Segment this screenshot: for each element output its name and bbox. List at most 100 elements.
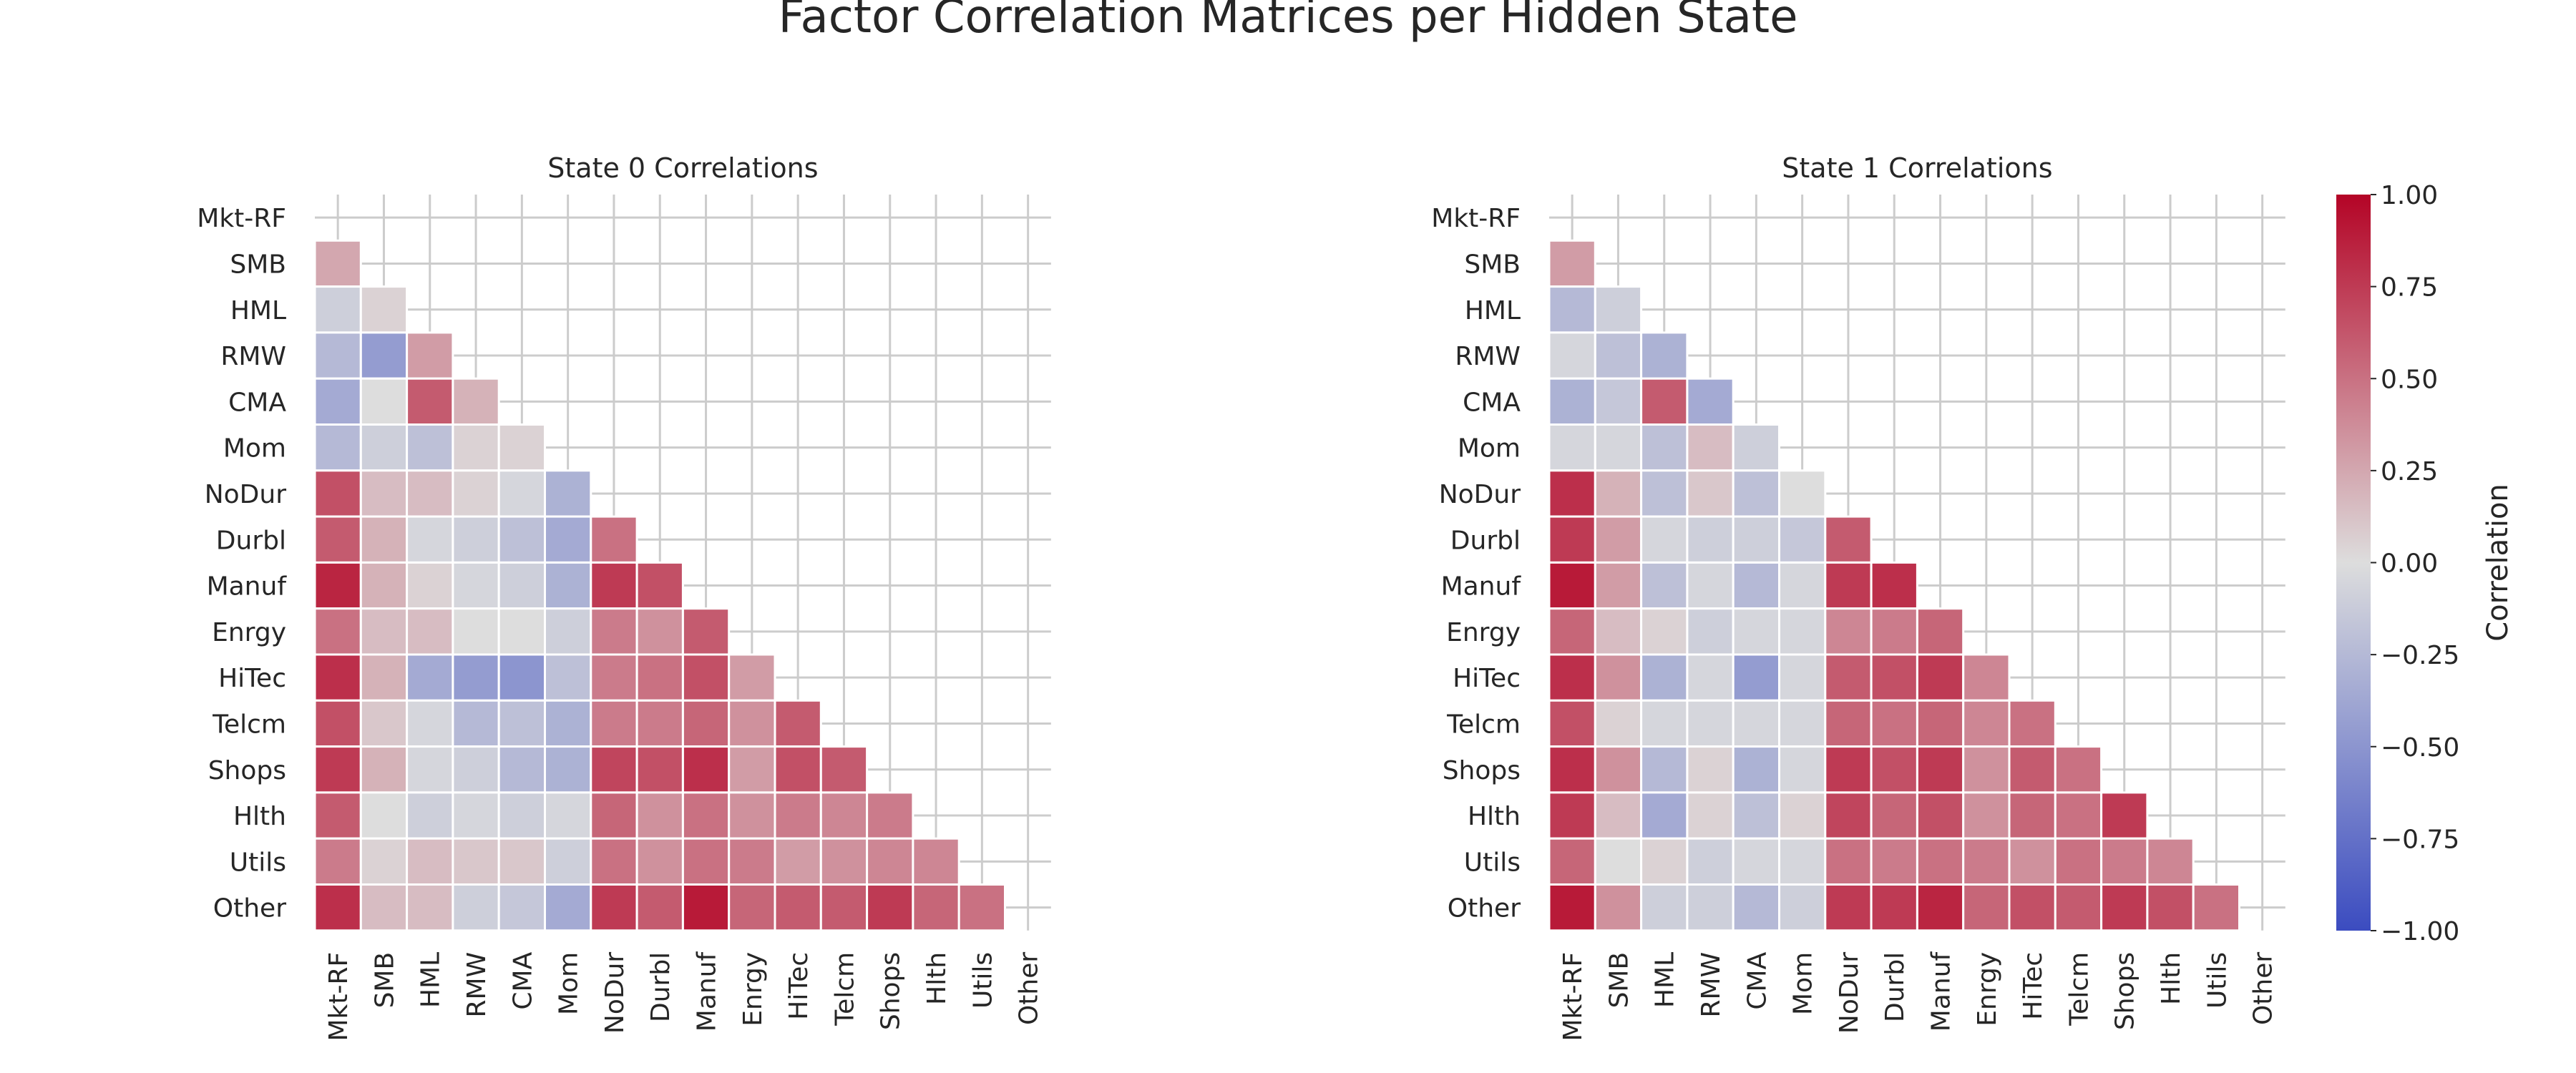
y-tick-label: Manuf xyxy=(207,572,288,602)
heatmap-cell xyxy=(1732,423,1780,472)
heatmap-cell xyxy=(912,883,960,932)
heatmap-cell xyxy=(1732,561,1780,610)
heatmap-cell xyxy=(313,653,362,702)
heatmap-cell xyxy=(1594,377,1643,426)
x-tick-label: Utils xyxy=(2202,952,2232,1009)
heatmap-cell xyxy=(1640,791,1689,840)
heatmap-cell xyxy=(635,699,684,748)
heatmap-cell xyxy=(313,469,362,518)
heatmap-cell xyxy=(359,285,409,334)
heatmap-cell xyxy=(497,745,547,794)
heatmap-cell xyxy=(544,883,592,932)
heatmap-cell xyxy=(1962,653,2011,702)
heatmap-cell xyxy=(1594,837,1643,886)
x-tick-label: Telcm xyxy=(2064,952,2094,1027)
heatmap-cell xyxy=(359,837,409,886)
x-tick-label: NoDur xyxy=(1835,952,1864,1034)
heatmap-cell xyxy=(406,837,454,886)
heatmap-cell xyxy=(774,699,822,748)
heatmap-cell xyxy=(1686,699,1735,748)
heatmap-cell xyxy=(681,791,731,840)
heatmap-cell xyxy=(866,791,914,840)
heatmap-cell xyxy=(359,331,409,380)
heatmap-cell xyxy=(590,607,638,656)
heatmap-cell xyxy=(2054,791,2103,840)
heatmap-cell xyxy=(1640,561,1689,610)
heatmap-cell xyxy=(1778,607,1827,656)
heatmap-cell xyxy=(2008,699,2057,748)
heatmap-cell xyxy=(1824,837,1873,886)
heatmap-cell xyxy=(590,561,638,610)
heatmap-cell xyxy=(1778,745,1827,794)
heatmap-cells xyxy=(313,239,1006,932)
heatmap-cell xyxy=(635,607,684,656)
heatmap-cell xyxy=(1640,515,1689,564)
heatmap-cell xyxy=(452,837,500,886)
heatmap-cell xyxy=(590,837,638,886)
heatmap-cell xyxy=(544,469,592,518)
heatmap-cell xyxy=(912,837,960,886)
y-tick-labels: Mkt-RF SMB HML RMW CMA Mom NoDur Durbl Manuf Enrg… xyxy=(1431,204,1521,923)
heatmap-cell xyxy=(590,791,638,840)
heatmap-panels: State 0 Correlations Mkt-RF SMB HML RMW CMA Mo… xyxy=(197,152,2285,1042)
heatmap-state-1: State 1 Correlations Mkt-RF SMB HML RMW CMA Mo… xyxy=(1431,152,2285,1042)
x-tick-label: SMB xyxy=(370,952,399,1009)
heatmap-cell xyxy=(1962,791,2011,840)
heatmap-cell xyxy=(406,469,454,518)
heatmap-cell xyxy=(1732,515,1780,564)
heatmap-cell xyxy=(1640,377,1689,426)
y-tick-label: HML xyxy=(1465,296,1521,325)
heatmap-cell xyxy=(1594,653,1643,702)
heatmap-cell xyxy=(1594,423,1643,472)
y-tick-label: CMA xyxy=(228,388,286,417)
heatmap-cell xyxy=(590,515,638,564)
heatmap-cell xyxy=(2100,883,2149,932)
x-tick-label: NoDur xyxy=(600,952,630,1034)
heatmap-cell xyxy=(728,837,776,886)
heatmap-cell xyxy=(819,791,869,840)
heatmap-cell xyxy=(313,745,362,794)
y-tick-label: SMB xyxy=(1464,250,1521,279)
heatmap-cell xyxy=(1548,883,1596,932)
x-tick-label: Enrgy xyxy=(1973,952,2002,1027)
heatmap-cell xyxy=(406,699,454,748)
x-tick-label: Utils xyxy=(968,952,997,1009)
y-tick-label: Mkt-RF xyxy=(197,204,286,233)
heatmap-cell xyxy=(2192,883,2240,932)
heatmap-cell xyxy=(681,607,731,656)
heatmap-cell xyxy=(1594,699,1643,748)
heatmap-cell xyxy=(2008,883,2057,932)
heatmap-cell xyxy=(313,515,362,564)
heatmap-cell xyxy=(1686,745,1735,794)
heatmap-cell xyxy=(1916,837,1965,886)
heatmap-cell xyxy=(635,745,684,794)
heatmap-cell xyxy=(2054,837,2103,886)
heatmap-cell xyxy=(1686,791,1735,840)
heatmap-cell xyxy=(1686,837,1735,886)
x-tick-label: Enrgy xyxy=(738,952,768,1027)
heatmap-cell xyxy=(406,423,454,472)
heatmap-cell xyxy=(2146,837,2195,886)
heatmap-cell xyxy=(1824,561,1873,610)
heatmap-cell xyxy=(1548,791,1596,840)
heatmap-cell xyxy=(313,423,362,472)
heatmap-cell xyxy=(1824,607,1873,656)
heatmap-cell xyxy=(452,515,500,564)
heatmap-cell xyxy=(681,653,731,702)
heatmap-cell xyxy=(497,653,547,702)
heatmap-cell xyxy=(728,653,776,702)
heatmap-cell xyxy=(635,883,684,932)
y-tick-label: Mom xyxy=(223,434,286,464)
y-tick-label: Durbl xyxy=(1450,526,1521,555)
heatmap-cell xyxy=(681,745,731,794)
colorbar-gradient xyxy=(2336,195,2371,931)
heatmap-cell xyxy=(497,699,547,748)
figure-title: Factor Correlation Matrices per Hidden S… xyxy=(779,0,1798,44)
heatmap-cells xyxy=(1548,239,2240,932)
heatmap-cell xyxy=(1548,699,1596,748)
heatmap-cell xyxy=(1640,837,1689,886)
y-tick-label: Mom xyxy=(1458,434,1521,464)
colorbar-tick-label: −1.00 xyxy=(2381,917,2459,946)
heatmap-cell xyxy=(313,377,362,426)
heatmap-cell xyxy=(1594,607,1643,656)
